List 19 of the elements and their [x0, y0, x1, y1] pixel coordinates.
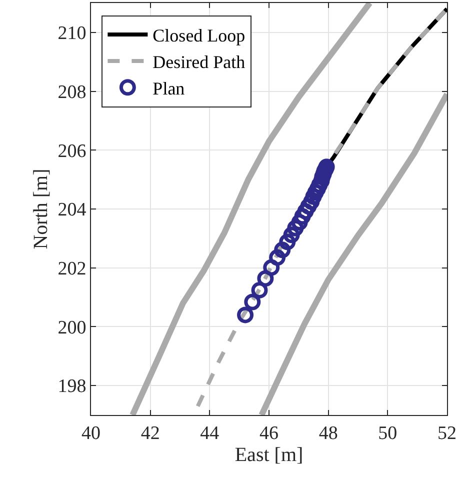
legend-label: Desired Path — [152, 52, 246, 72]
y-tick-label: 210 — [58, 23, 86, 44]
x-tick-label: 50 — [378, 422, 398, 444]
y-tick-label: 204 — [58, 200, 87, 221]
legend-label: Plan — [152, 78, 185, 98]
y-tick-label: 206 — [58, 140, 86, 162]
x-tick-label: 42 — [140, 422, 160, 444]
y-tick-label: 208 — [58, 82, 86, 103]
x-tick-label: 46 — [260, 422, 278, 444]
y-tick-label: 202 — [58, 258, 86, 280]
x-tick-label: 52 — [438, 422, 456, 444]
x-tick-label: 40 — [82, 422, 100, 444]
y-axis-title: North [m] — [30, 168, 52, 250]
x-tick-label: 44 — [200, 422, 220, 444]
legend-label: Closed Loop — [152, 26, 246, 46]
y-tick-label: 200 — [58, 317, 86, 338]
x-tick-label: 48 — [318, 422, 338, 444]
x-axis-title: East [m] — [234, 444, 304, 466]
y-tick-label: 198 — [58, 376, 86, 398]
